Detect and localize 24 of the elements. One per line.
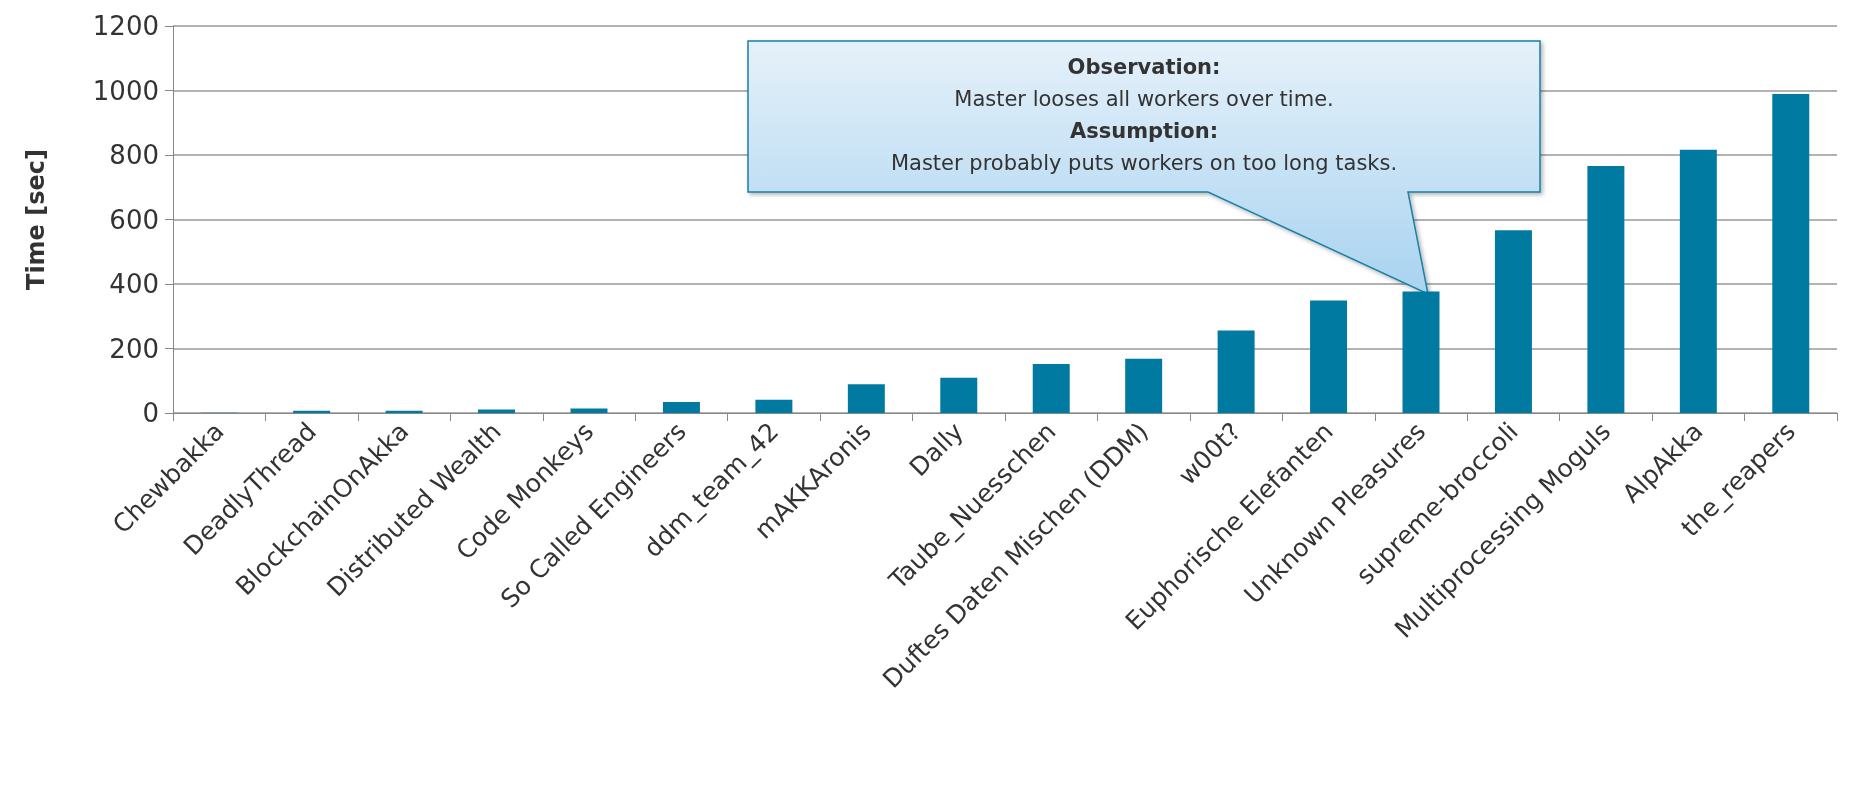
y-tick-label: 400 [109,269,159,299]
bar [1494,230,1532,413]
y-tick-label: 0 [142,398,159,428]
annotation: Observation: Master looses all workers over time. Assumption: Master probably puts workers on too long tasks. [890,55,1398,175]
y-tick-label: 1200 [92,11,159,41]
y-tick-label: 600 [109,204,159,235]
bar [1772,94,1810,413]
y-axis-title: Time [sec] [22,149,50,290]
bar [1217,330,1255,413]
bar [570,408,608,413]
bar [1310,300,1348,413]
y-tick-label: 200 [109,333,159,364]
y-tick-label: 1000 [92,75,159,106]
bar [1587,165,1625,413]
bar [478,409,516,413]
bar [662,402,700,413]
y-tick-label: 800 [109,140,159,170]
bar [755,399,793,413]
bar [847,384,885,413]
bar [1125,358,1163,413]
bar [940,377,978,413]
bar [1679,149,1717,413]
bar [1402,291,1440,413]
bar [1032,363,1070,413]
